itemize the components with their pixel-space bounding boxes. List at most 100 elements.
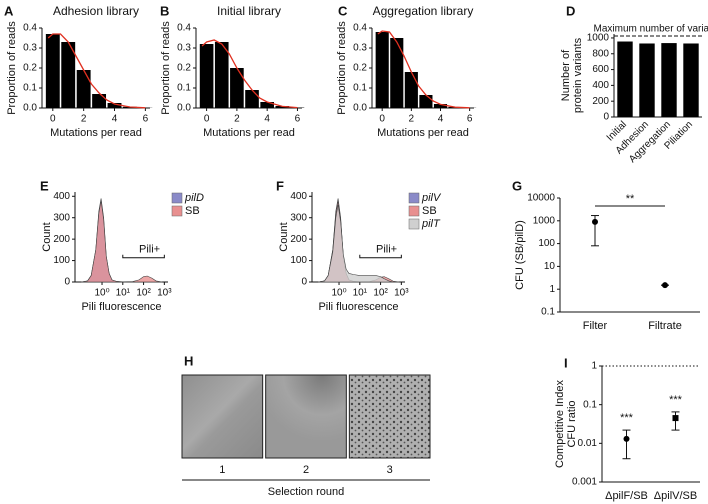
- x-tick-label: 0: [50, 114, 56, 125]
- legend-swatch: [408, 218, 420, 230]
- y-axis-label: Count: [41, 222, 53, 251]
- y-tick-label: 10000: [527, 193, 555, 204]
- y-axis-label: Number of: [560, 49, 572, 101]
- y-axis-label: CFU ratio: [566, 400, 578, 447]
- point: [623, 435, 630, 442]
- x-tick-label: ΔpilV/SB: [654, 490, 697, 502]
- y-tick-label: 0.3: [23, 43, 37, 54]
- point: [662, 282, 668, 289]
- panel-label: G: [512, 178, 522, 193]
- legend-swatch: [171, 192, 183, 204]
- bar: [433, 104, 448, 108]
- y-axis-label: Proportion of reads: [160, 21, 172, 115]
- bar: [92, 94, 107, 108]
- y-tick-label: 0.3: [177, 43, 191, 54]
- fit-line: [47, 33, 146, 109]
- y-axis-label: Count: [278, 222, 290, 251]
- x-tick-label: 4: [264, 114, 270, 125]
- x-tick-label: Filter: [583, 320, 608, 332]
- y-tick-label: 0.1: [353, 83, 367, 94]
- y-tick-label: 0.01: [578, 438, 598, 449]
- y-axis-label: Proportion of reads: [336, 21, 348, 115]
- bar: [390, 38, 404, 108]
- y-tick-label: 0.0: [177, 103, 191, 114]
- x-tick-label: 10¹: [353, 288, 368, 299]
- point: [672, 415, 679, 422]
- micrograph: [348, 374, 431, 459]
- x-tick-label: ΔpilF/SB: [605, 490, 648, 502]
- fit-line: [377, 30, 470, 109]
- legend-label: SB: [185, 205, 200, 217]
- bar: [214, 42, 229, 108]
- bar: [230, 68, 244, 108]
- x-tick-label: 0: [379, 114, 385, 125]
- fit-line: [201, 39, 298, 109]
- legend-swatch: [408, 205, 420, 217]
- y-tick-label: 400: [53, 191, 70, 202]
- y-tick-label: 100: [538, 238, 555, 249]
- y-tick-label: 0.1: [583, 399, 597, 410]
- y-tick-label: 200: [592, 96, 609, 107]
- y-tick-label: 0.1: [23, 83, 37, 94]
- reference-label: Maximum number of variants: [594, 24, 708, 35]
- bar: [107, 103, 122, 108]
- chart-title: Aggregation library: [373, 4, 474, 18]
- y-axis-label: protein variants: [572, 37, 584, 113]
- x-tick-label: 2: [234, 114, 240, 125]
- x-tick-label: 2: [409, 114, 415, 125]
- legend-label: pilT: [421, 218, 441, 230]
- annotation: Pili+: [139, 244, 160, 256]
- x-tick-label: 2: [81, 114, 87, 125]
- y-tick-label: 0.4: [23, 23, 37, 34]
- panel-label: F: [276, 178, 284, 193]
- bar: [260, 102, 274, 108]
- y-tick-label: 0.4: [177, 23, 191, 34]
- x-axis-label: Mutations per read: [50, 127, 142, 139]
- y-tick-label: 0: [603, 112, 609, 123]
- bar: [661, 43, 677, 117]
- x-axis-label: Mutations per read: [203, 127, 295, 139]
- legend-label: pilV: [421, 192, 442, 204]
- annotation: Pili+: [376, 244, 397, 256]
- x-tick-label: 4: [112, 114, 118, 125]
- y-axis-label: CFU (SB/pilD): [514, 220, 526, 290]
- micrograph: [265, 374, 347, 459]
- y-tick-label: 100: [53, 255, 70, 266]
- bar: [199, 44, 214, 108]
- significance: ***: [620, 412, 634, 424]
- y-tick-label: 1: [591, 361, 597, 372]
- y-tick-label: 0.0: [23, 103, 37, 114]
- y-axis-label: Proportion of reads: [6, 21, 18, 115]
- x-axis-label: Pili fluorescence: [318, 301, 398, 313]
- bar: [61, 42, 76, 108]
- y-tick-label: 400: [592, 80, 609, 91]
- panel-label: I: [564, 355, 568, 370]
- bar: [639, 43, 655, 117]
- panel: F 0 100 200 300 400 10⁰ 10¹ 10² 10³ Pili fluoresce…: [276, 178, 442, 312]
- x-tick-label: 6: [295, 114, 301, 125]
- point: [592, 218, 598, 225]
- panel-label: E: [40, 178, 49, 193]
- y-tick-label: 1: [549, 284, 555, 295]
- panel-label: D: [566, 3, 575, 18]
- bar: [419, 95, 433, 108]
- y-tick-label: 0: [64, 277, 70, 288]
- legend-label: SB: [422, 205, 437, 217]
- x-axis-label: Selection round: [268, 486, 344, 498]
- panel-label: C: [338, 3, 348, 18]
- x-axis-label: Pili fluorescence: [81, 301, 161, 313]
- x-tick-label: 10²: [373, 288, 388, 299]
- legend-label: pilD: [184, 192, 204, 204]
- x-tick-label: 10²: [136, 288, 151, 299]
- panel: C 0.0 0.1 0.2 0.3 0.4 0 2 4 6 Aggregation library M…: [336, 3, 477, 139]
- legend-swatch: [171, 205, 183, 217]
- bracket: [359, 254, 402, 259]
- x-tick-label: 0: [204, 114, 210, 125]
- y-tick-label: 0.1: [541, 307, 555, 318]
- y-tick-label: 300: [290, 212, 307, 223]
- x-tick-label: 10⁰: [331, 288, 346, 299]
- y-axis-label: Competitive Index: [554, 379, 566, 468]
- y-tick-label: 800: [592, 48, 609, 59]
- panel: E 0 100 200 300 400 10⁰ 10¹ 10² 10³ Pili fluoresce…: [40, 178, 204, 312]
- chart-title: Initial library: [217, 4, 281, 18]
